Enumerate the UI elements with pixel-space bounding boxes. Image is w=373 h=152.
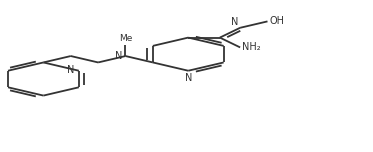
Text: N: N (185, 73, 192, 83)
Text: N: N (231, 17, 238, 27)
Text: NH₂: NH₂ (242, 42, 261, 52)
Text: N: N (115, 51, 122, 61)
Text: OH: OH (269, 16, 284, 26)
Text: N: N (67, 65, 74, 75)
Text: Me: Me (119, 34, 132, 43)
